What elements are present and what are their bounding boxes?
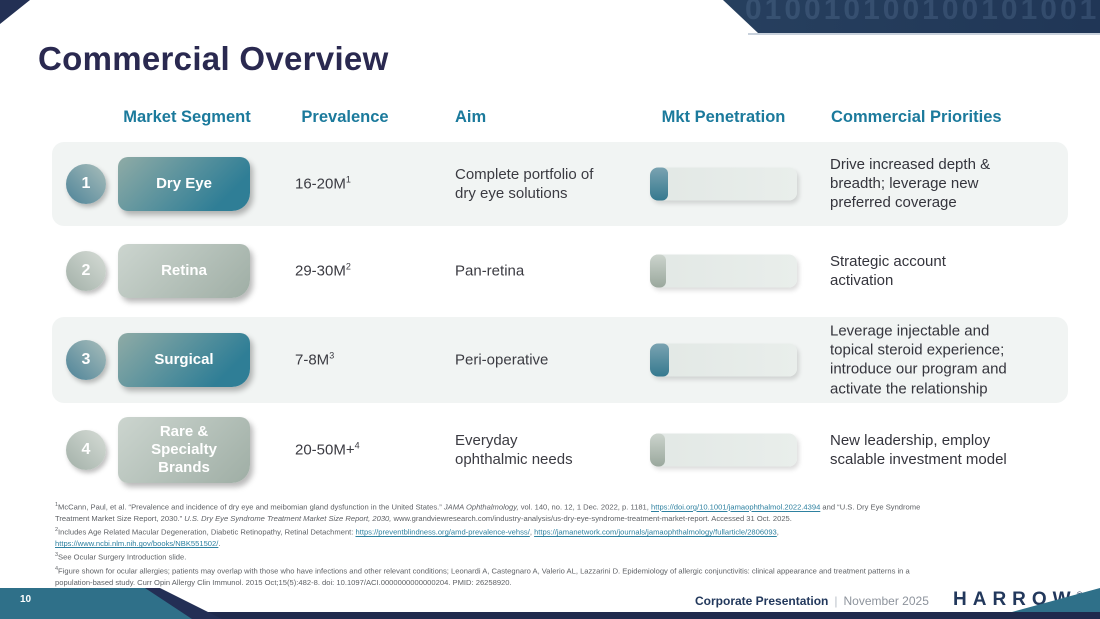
segment-button-rare-specialty[interactable]: Rare & Specialty Brands (118, 416, 250, 483)
penetration-fill (650, 254, 667, 288)
col-header-prevalence: Prevalence (301, 108, 389, 126)
page-title: Commercial Overview (38, 40, 389, 77)
footnote-text: population-based study. Curr Opin Allerg… (55, 577, 512, 587)
penetration-bar (650, 343, 797, 377)
footnote-link[interactable]: https://preventblindness.org/amd-prevale… (355, 527, 530, 537)
segment-button-dry-eye[interactable]: Dry Eye (118, 157, 250, 211)
footnote-link[interactable]: https://doi.org/10.1001/jamaophthalmol.2… (651, 502, 821, 512)
footer-divider: | (834, 594, 838, 608)
footnote-text: . (218, 539, 221, 549)
col-header-aim: Aim (455, 108, 487, 126)
table-row-dry-eye: 1 Dry Eye 16-20M1 Complete portfolio of … (52, 142, 1068, 226)
prevalence-value: 7-8M3 (295, 350, 335, 369)
prevalence-value: 20-50M+4 (295, 439, 360, 458)
top-banner: 0100101001001010010010100100101001001010… (723, 0, 1100, 33)
footnote-text: 2 (55, 527, 59, 534)
prevalence-value: 29-30M2 (295, 261, 351, 280)
row-number-badge: 3 (66, 340, 106, 380)
binary-pattern: 0100101001001010010010100100101001001010… (745, 0, 1100, 26)
footnote-text: Includes Age Related Macular Degeneratio… (58, 527, 356, 537)
penetration-bar (650, 167, 797, 201)
footnote-text: and “U.S. Dry Eye Syndrome (820, 502, 921, 512)
footnote-text: www.grandviewresearch.com/industry-analy… (391, 514, 792, 524)
row-number-badge: 2 (66, 251, 106, 291)
row-number: 2 (81, 262, 91, 279)
segment-label: Surgical (154, 351, 214, 368)
footnote-text: Treatment Market Size Report, 2030.” (55, 514, 185, 524)
penetration-bar (650, 433, 797, 466)
footnote-text: 1 (55, 502, 59, 508)
table-row-retina: 2 Retina 29-30M2 Pan-retina Strategic ac… (52, 236, 1068, 306)
footnote-text: JAMA Ophthalmology, (443, 502, 519, 512)
priorities-text: Leverage injectable and topical steroid … (830, 322, 1007, 398)
segment-button-retina[interactable]: Retina (118, 244, 250, 298)
footer-text: Corporate Presentation | November 2025 (695, 594, 929, 608)
footnote-text: , (776, 527, 779, 537)
footnote-link[interactable]: https://www.ncbi.nlm.nih.gov/books/NBK55… (55, 539, 219, 549)
row-number: 3 (81, 351, 91, 368)
prevalence-value: 16-20M1 (295, 174, 351, 193)
footnote-line: 2Includes Age Related Macular Degenerati… (55, 525, 1095, 538)
footnote-line: 4Figure shown for ocular allergies; pati… (55, 564, 1095, 577)
segment-label: Retina (161, 262, 207, 279)
row-number-badge: 1 (66, 164, 106, 204)
footnote-text: , (529, 527, 535, 537)
aim-text: Complete portfolio of dry eye solutions (455, 165, 594, 202)
penetration-fill (650, 167, 668, 201)
aim-text: Pan-retina (455, 262, 525, 280)
footnote-text: 4 (55, 565, 59, 572)
col-header-market-segment: Market Segment (123, 108, 251, 126)
row-number-badge: 4 (66, 429, 106, 470)
segment-button-surgical[interactable]: Surgical (118, 333, 250, 387)
footnotes: 1McCann, Paul, et al. “Prevalence and in… (55, 500, 1095, 589)
corner-triangle-top-left (0, 0, 30, 24)
footnote-line: https://www.ncbi.nlm.nih.gov/books/NBK55… (55, 538, 1095, 550)
footnote-line: population-based study. Curr Opin Allerg… (55, 577, 1095, 589)
priorities-text: New leadership, employ scalable investme… (830, 431, 1007, 468)
footnote-line: 1McCann, Paul, et al. “Prevalence and in… (55, 500, 1095, 513)
aim-text: Peri-operative (455, 351, 549, 369)
penetration-fill (650, 343, 670, 377)
footer-presentation-label: Corporate Presentation (695, 594, 829, 608)
aim-text: Everyday ophthalmic needs (455, 431, 573, 468)
banner-underline (748, 33, 1100, 35)
row-number: 1 (81, 175, 91, 192)
footnote-text: See Ocular Surgery Introduction slide. (58, 552, 187, 562)
table-row-rare-specialty: 4 Rare & Specialty Brands 20-50M+4 Every… (52, 412, 1068, 487)
footnote-text: 3 (55, 552, 59, 559)
priorities-text: Strategic account activation (830, 252, 946, 289)
segment-label: Rare & Specialty Brands (151, 422, 217, 476)
col-header-mkt-penetration: Mkt Penetration (661, 108, 786, 126)
row-number: 4 (81, 440, 91, 458)
col-header-commercial-priorities: Commercial Priorities (831, 108, 1002, 126)
table-row-surgical: 3 Surgical 7-8M3 Peri-operative Leverage… (52, 317, 1068, 403)
footer-date: November 2025 (843, 594, 929, 608)
bottom-strip (0, 612, 1100, 619)
footnote-text: McCann, Paul, et al. “Prevalence and inc… (58, 502, 444, 512)
footnote-link[interactable]: https://jamanetwork.com/journals/jamaoph… (534, 527, 777, 537)
priorities-text: Drive increased depth & breadth; leverag… (830, 156, 991, 212)
footnote-text: Figure shown for ocular allergies; patie… (58, 566, 910, 576)
footnote-text: U.S. Dry Eye Syndrome Treatment Market S… (184, 514, 392, 524)
footnote-text: vol. 140, no. 12, 1 Dec. 2022, p. 1181, (518, 502, 651, 512)
penetration-fill (650, 433, 665, 466)
segment-label: Dry Eye (156, 175, 212, 192)
page-number: 10 (20, 594, 32, 605)
footnote-line: 3See Ocular Surgery Introduction slide. (55, 550, 1095, 563)
footnote-line: Treatment Market Size Report, 2030.” U.S… (55, 513, 1095, 525)
penetration-bar (650, 254, 797, 288)
